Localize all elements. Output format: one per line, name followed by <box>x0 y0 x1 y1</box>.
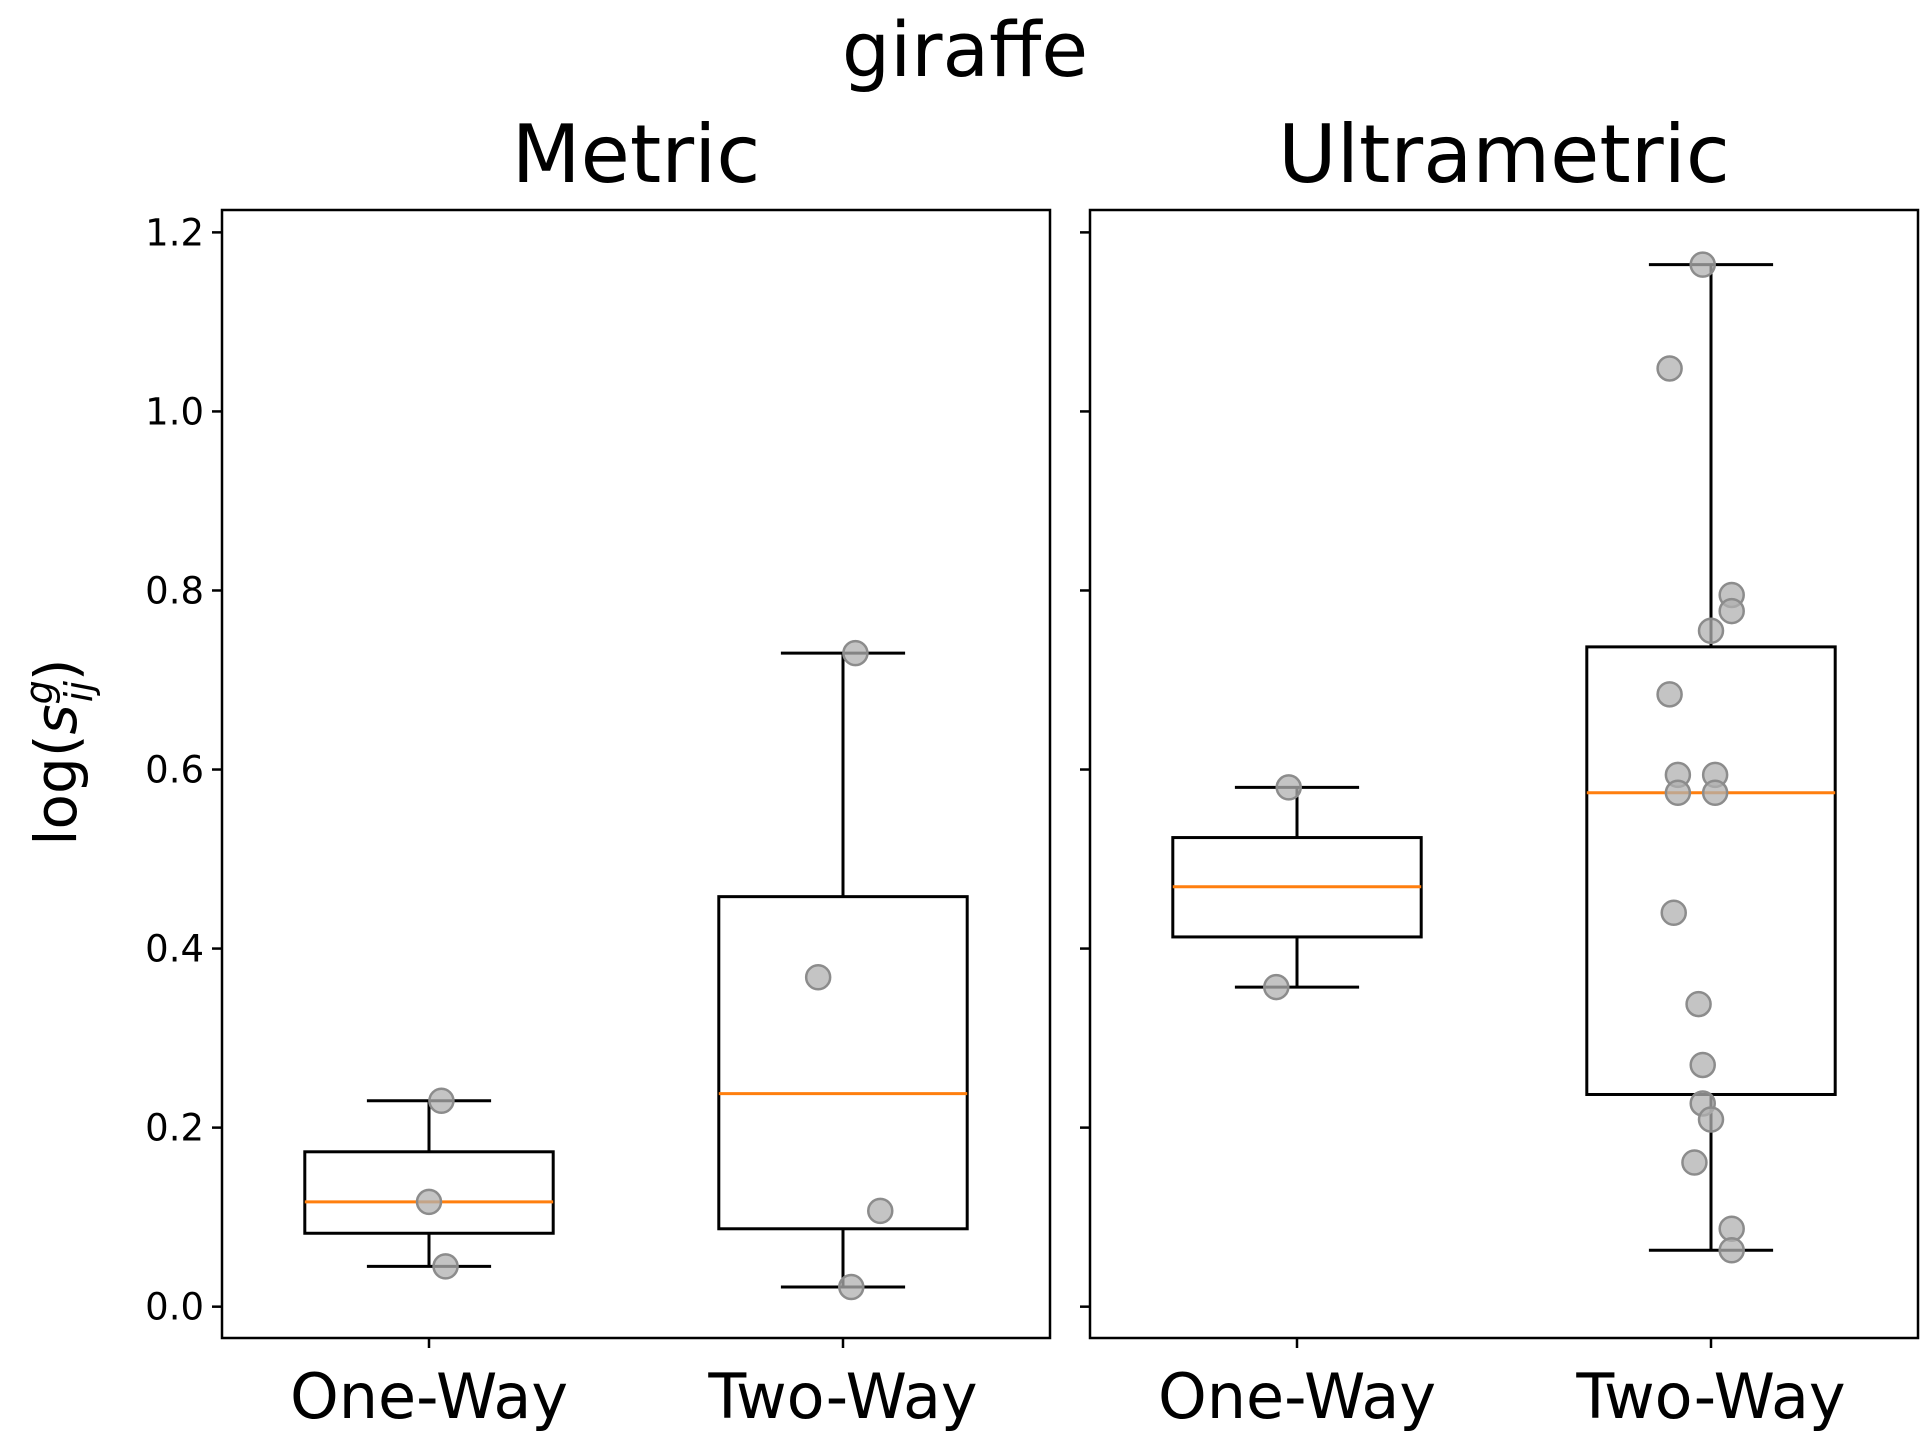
y-axis-label-superscript: g <box>17 680 61 704</box>
data-point <box>1263 973 1290 1001</box>
data-point <box>1697 617 1725 645</box>
y-tick-label: 1.0 <box>145 390 204 433</box>
y-tick-label: 1.2 <box>145 211 204 254</box>
data-point <box>1689 1051 1716 1079</box>
data-point <box>1701 779 1729 807</box>
data-point <box>1697 1106 1725 1133</box>
y-axis-label-subscript: ij <box>57 681 101 703</box>
box-two-way <box>717 651 969 1289</box>
y-tick-label: 0.0 <box>145 1286 204 1329</box>
data-point <box>1656 355 1683 382</box>
y-axis-label-base: s <box>22 704 90 734</box>
data-point <box>842 639 869 667</box>
data-point <box>1656 681 1683 708</box>
x-tick-label: Two-Way <box>1575 1360 1845 1433</box>
x-tick-label: One-Way <box>1158 1360 1436 1433</box>
iqr-box <box>717 895 969 1231</box>
x-tick-label: One-Way <box>290 1360 568 1433</box>
data-point <box>1275 774 1302 801</box>
y-tick-label: 0.8 <box>145 569 204 612</box>
box-one-way <box>303 1099 555 1268</box>
data-point <box>1681 1149 1708 1176</box>
data-point <box>804 963 832 991</box>
y-tick-label: 0.4 <box>145 928 204 971</box>
data-point <box>415 1188 443 1216</box>
figure-title: giraffe <box>842 5 1088 94</box>
data-point <box>1660 899 1687 927</box>
iqr-box <box>1585 645 1837 1096</box>
data-point <box>867 1197 894 1225</box>
plot-frame <box>220 208 1052 1340</box>
y-tick-label: 0.6 <box>145 749 204 792</box>
y-tick-label: 0.2 <box>145 1107 204 1150</box>
y-axis-label-suffix: ) <box>22 658 90 681</box>
panel-ultrametric: Ultrametric One-Way Two-Way <box>1080 108 1920 1433</box>
data-point <box>428 1087 455 1115</box>
panel-title: Metric <box>512 108 761 201</box>
data-point <box>1718 1237 1745 1264</box>
x-tick-label: Two-Way <box>707 1360 977 1433</box>
data-point <box>1685 990 1712 1018</box>
y-axis-label-prefix: log( <box>22 735 90 846</box>
panel-title: Ultrametric <box>1278 108 1730 201</box>
data-point <box>1664 779 1692 807</box>
data-point <box>1718 597 1745 625</box>
data-point <box>838 1273 865 1301</box>
data-point <box>1689 251 1716 278</box>
box-one-way <box>1171 785 1423 989</box>
panel-metric: Metric 0.0 0.2 0.4 0.6 0.8 1.0 1.2 One-Way Two-Wa… <box>145 108 1052 1433</box>
data-point <box>432 1253 459 1280</box>
iqr-box <box>303 1150 555 1235</box>
plot-frame <box>1088 208 1920 1340</box>
y-axis-label: log(sgij) <box>17 658 101 845</box>
